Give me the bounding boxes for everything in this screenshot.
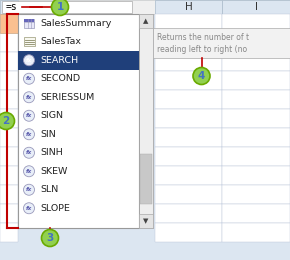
Text: reading left to right (no: reading left to right (no <box>157 46 247 55</box>
FancyBboxPatch shape <box>222 147 290 166</box>
Text: SLOPE: SLOPE <box>40 204 70 213</box>
FancyBboxPatch shape <box>155 128 222 147</box>
FancyBboxPatch shape <box>0 71 18 90</box>
Text: SEARCH: SEARCH <box>40 56 78 65</box>
FancyBboxPatch shape <box>0 166 18 185</box>
FancyBboxPatch shape <box>0 185 18 204</box>
FancyBboxPatch shape <box>0 109 18 128</box>
FancyBboxPatch shape <box>155 52 222 71</box>
FancyBboxPatch shape <box>0 52 18 71</box>
Circle shape <box>23 184 35 195</box>
Circle shape <box>23 203 35 214</box>
FancyBboxPatch shape <box>0 204 18 223</box>
Text: ▲: ▲ <box>143 18 149 24</box>
Text: 3: 3 <box>46 233 54 243</box>
Circle shape <box>23 166 35 177</box>
Circle shape <box>23 110 35 121</box>
Circle shape <box>0 113 14 129</box>
Text: Returns the number of t: Returns the number of t <box>157 32 249 42</box>
Text: SERIESSUM: SERIESSUM <box>40 93 94 102</box>
Text: SKEW: SKEW <box>40 167 67 176</box>
FancyBboxPatch shape <box>0 0 290 14</box>
Circle shape <box>23 92 35 103</box>
FancyBboxPatch shape <box>2 1 132 13</box>
Text: =s: =s <box>6 2 18 12</box>
Text: fx: fx <box>26 132 32 137</box>
FancyBboxPatch shape <box>155 147 222 166</box>
Text: H: H <box>185 2 192 12</box>
FancyBboxPatch shape <box>0 14 18 33</box>
Text: fx: fx <box>26 113 32 118</box>
Text: 4: 4 <box>198 71 205 81</box>
Text: 1: 1 <box>56 2 64 12</box>
FancyBboxPatch shape <box>222 128 290 147</box>
FancyBboxPatch shape <box>153 28 290 58</box>
Text: SalesSummary: SalesSummary <box>40 19 111 28</box>
FancyBboxPatch shape <box>0 147 18 166</box>
Text: fx: fx <box>26 76 32 81</box>
Text: ▼: ▼ <box>143 218 149 224</box>
FancyBboxPatch shape <box>23 37 35 46</box>
FancyBboxPatch shape <box>155 90 222 109</box>
Circle shape <box>193 68 210 85</box>
FancyBboxPatch shape <box>140 154 152 204</box>
FancyBboxPatch shape <box>222 33 290 52</box>
FancyBboxPatch shape <box>155 204 222 223</box>
Circle shape <box>23 73 35 84</box>
Text: SIN: SIN <box>40 130 56 139</box>
FancyBboxPatch shape <box>222 204 290 223</box>
FancyBboxPatch shape <box>139 14 153 228</box>
FancyBboxPatch shape <box>0 90 18 109</box>
Text: SINH: SINH <box>40 148 63 157</box>
Text: SIGN: SIGN <box>40 111 63 120</box>
Text: fx: fx <box>26 95 32 100</box>
FancyBboxPatch shape <box>155 71 222 90</box>
Text: I: I <box>255 2 258 12</box>
FancyBboxPatch shape <box>155 14 222 33</box>
FancyBboxPatch shape <box>222 166 290 185</box>
Text: SECOND: SECOND <box>40 74 80 83</box>
FancyBboxPatch shape <box>18 51 139 69</box>
FancyBboxPatch shape <box>139 14 153 28</box>
Circle shape <box>52 0 68 16</box>
Text: SalesTax: SalesTax <box>40 37 81 46</box>
FancyBboxPatch shape <box>0 33 18 52</box>
Text: fx: fx <box>26 187 32 192</box>
FancyBboxPatch shape <box>222 52 290 71</box>
Text: fx: fx <box>26 206 32 211</box>
FancyBboxPatch shape <box>222 185 290 204</box>
FancyBboxPatch shape <box>155 223 222 242</box>
FancyBboxPatch shape <box>155 33 222 52</box>
FancyBboxPatch shape <box>222 14 290 33</box>
Circle shape <box>23 147 35 158</box>
FancyBboxPatch shape <box>24 19 34 28</box>
FancyBboxPatch shape <box>155 185 222 204</box>
Text: 2: 2 <box>2 116 10 126</box>
Circle shape <box>41 230 59 246</box>
FancyBboxPatch shape <box>0 128 18 147</box>
FancyBboxPatch shape <box>0 0 18 14</box>
Text: fx: fx <box>26 169 32 174</box>
FancyBboxPatch shape <box>24 19 34 22</box>
FancyBboxPatch shape <box>0 223 18 242</box>
FancyBboxPatch shape <box>155 0 222 14</box>
Text: fx: fx <box>26 58 32 63</box>
FancyBboxPatch shape <box>222 223 290 242</box>
FancyBboxPatch shape <box>155 109 222 128</box>
FancyBboxPatch shape <box>139 214 153 228</box>
FancyBboxPatch shape <box>222 109 290 128</box>
FancyBboxPatch shape <box>222 90 290 109</box>
FancyBboxPatch shape <box>222 71 290 90</box>
FancyBboxPatch shape <box>222 0 290 14</box>
Circle shape <box>23 55 35 66</box>
Circle shape <box>23 129 35 140</box>
FancyBboxPatch shape <box>18 14 139 228</box>
FancyBboxPatch shape <box>155 166 222 185</box>
Text: fx: fx <box>26 150 32 155</box>
Text: SLN: SLN <box>40 185 58 194</box>
